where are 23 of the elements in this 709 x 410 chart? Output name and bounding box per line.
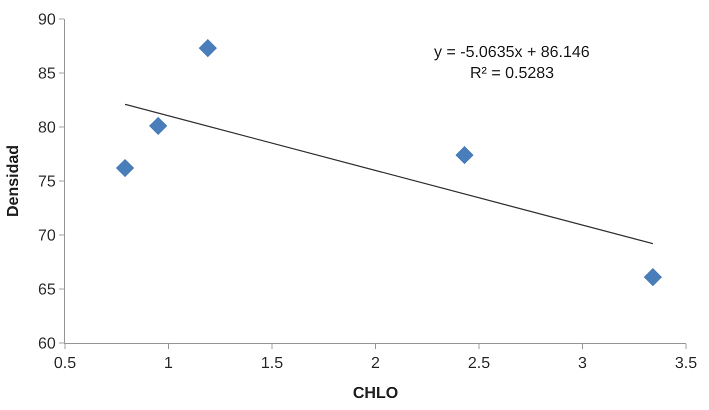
x-tick-label: 3.5 [674, 355, 698, 372]
x-tick-label: 3 [578, 355, 588, 372]
y-tick-label: 80 [38, 120, 56, 137]
annotation: y = -5.0635x + 86.146 [434, 44, 590, 61]
x-tick-label: 1.5 [260, 355, 284, 372]
point [644, 268, 662, 286]
y-tick-label: 70 [38, 228, 56, 245]
x-axis-title: CHLO [352, 384, 398, 402]
y-tick-label: 85 [38, 66, 56, 83]
y-tick-label: 60 [38, 336, 56, 353]
y-tick-label: 90 [38, 12, 56, 29]
annotation: R² = 0.5283 [470, 65, 554, 82]
point [198, 39, 217, 58]
point [149, 116, 168, 136]
x-tick-label: 1 [164, 355, 174, 372]
point [455, 146, 474, 164]
point [116, 158, 134, 178]
x-tick-label: 2.5 [468, 355, 490, 372]
x-tick-label: 0.5 [54, 355, 76, 372]
x-tick-label: 2 [371, 355, 380, 372]
y-tick-label: 75 [38, 174, 56, 191]
y-axis-title: Densidad [4, 144, 22, 218]
y-tick-label: 65 [38, 282, 56, 299]
